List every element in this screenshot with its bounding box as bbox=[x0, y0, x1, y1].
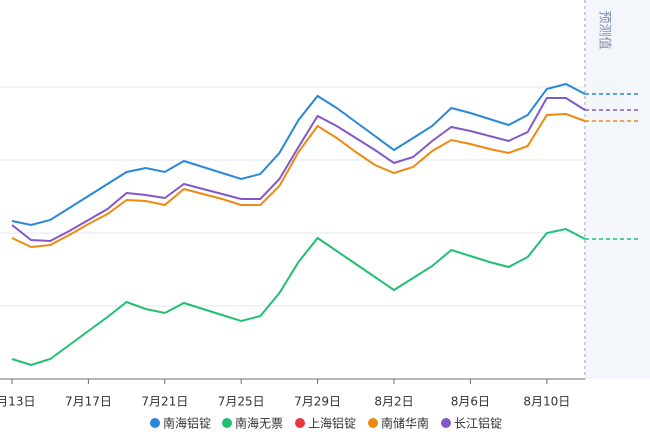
series-line bbox=[11, 112, 586, 249]
legend-label: 上海铝锭 bbox=[308, 416, 356, 431]
series-line bbox=[11, 227, 586, 367]
forecast-region bbox=[585, 0, 650, 379]
series-line bbox=[11, 82, 586, 227]
legend-label: 南储华南 bbox=[381, 416, 429, 431]
legend-marker bbox=[222, 418, 232, 428]
legend-marker bbox=[368, 418, 378, 428]
x-tick-label: 7月13日 bbox=[0, 395, 35, 409]
legend-label: 南海无票 bbox=[235, 416, 283, 431]
x-tick-label: 7月17日 bbox=[65, 395, 112, 409]
series-line bbox=[11, 97, 586, 243]
x-tick-label: 7月29日 bbox=[294, 395, 341, 409]
legend-marker bbox=[441, 418, 451, 428]
x-tick-label: 8月6日 bbox=[451, 395, 490, 409]
x-tick-label: 8月10日 bbox=[523, 395, 570, 409]
x-tick-label: 7月21日 bbox=[141, 395, 188, 409]
legend-marker bbox=[295, 418, 305, 428]
x-tick-label: 7月25日 bbox=[218, 395, 265, 409]
legend-marker bbox=[150, 418, 160, 428]
x-tick-label: 8月2日 bbox=[374, 395, 413, 409]
legend-label: 长江铝锭 bbox=[454, 416, 502, 431]
legend-label: 南海铝锭 bbox=[163, 416, 211, 431]
forecast-label: 预测值 bbox=[597, 10, 613, 49]
